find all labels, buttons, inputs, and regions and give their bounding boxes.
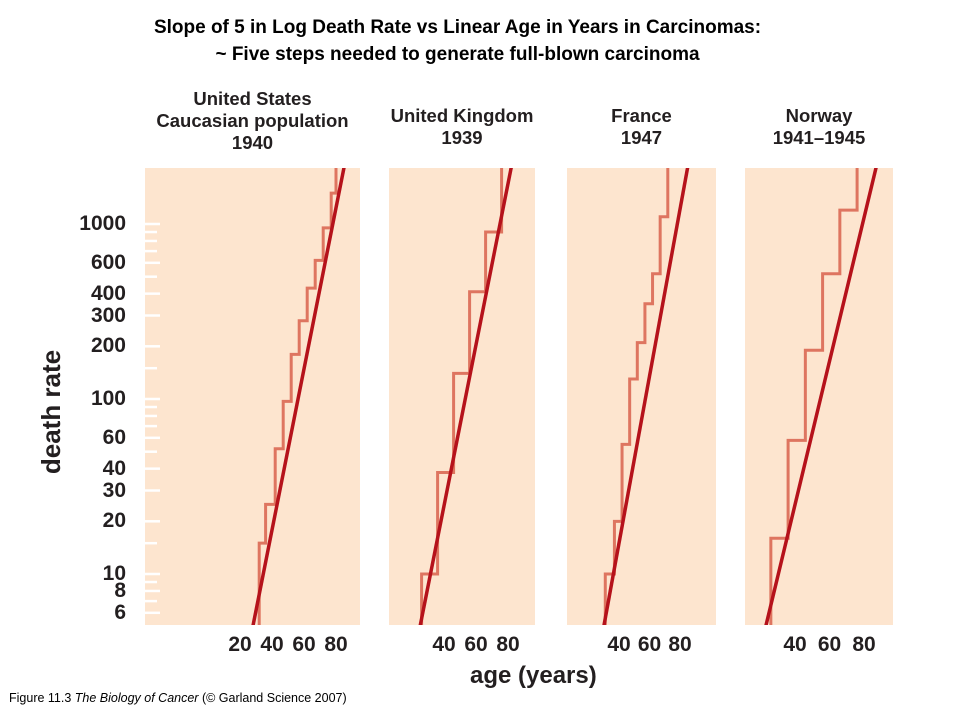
slide-title: Slope of 5 in Log Death Rate vs Linear A… [0,14,915,68]
x-tick-label: 60 [817,633,842,656]
panel-title: United Kingdom 1939 [390,105,534,148]
y-tick-label: 200 [90,334,126,358]
figure-caption: Figure 11.3 The Biology of Cancer (© Gar… [9,691,347,705]
fit-line [764,168,878,625]
panel-background [389,168,535,625]
x-tick-label: 60 [292,633,316,656]
x-tick-label: 40 [432,633,456,656]
step-series [257,168,338,625]
x-tick-label: 80 [668,633,692,656]
x-tick-label: 40 [260,633,284,656]
x-axis-label: age (years) [470,662,597,689]
y-tick-label: 10 [102,562,126,585]
step-series [603,168,670,625]
caption-book-title: The Biology of Cancer [74,691,199,705]
y-tick-label: 100 [90,387,126,410]
step-series [420,168,504,625]
y-tick-label: 20 [102,509,126,533]
x-tick-label: 40 [607,633,631,656]
x-tick-label: 80 [852,633,876,656]
x-tick-label: 20 [228,633,252,656]
fit-line [251,168,346,625]
x-tick-label: 80 [324,633,348,656]
y-tick-label: 600 [90,250,126,274]
y-axis-label: death rate [36,349,66,475]
panel-title: United States Caucasian population 1940 [156,88,349,153]
slide-title-line-1: Slope of 5 in Log Death Rate vs Linear A… [153,17,762,38]
x-tick-label: 60 [637,633,662,656]
y-tick-label: 1000 [79,212,126,235]
y-tick-label: 40 [102,456,126,480]
y-tick-label: 30 [102,478,126,502]
panel-title: France 1947 [611,105,672,148]
y-tick-label: 300 [90,303,126,327]
y-tick-label: 400 [90,281,126,305]
x-tick-label: 60 [464,633,488,656]
y-tick-label: 6 [114,600,126,624]
fit-line [602,168,690,625]
slide-title-line-2: ~ Five steps needed to generate full-blo… [215,44,700,65]
caption-prefix: Figure 11.3 [9,691,75,705]
fit-line [418,168,513,625]
x-tick-label: 80 [496,633,520,656]
panel-title: Norway 1941–1945 [772,105,866,148]
panel-background [567,168,716,625]
y-tick-label: 8 [114,578,126,602]
y-tick-label: 60 [102,425,126,449]
x-tick-label: 40 [783,633,807,656]
caption-suffix: (© Garland Science 2007) [198,691,347,705]
